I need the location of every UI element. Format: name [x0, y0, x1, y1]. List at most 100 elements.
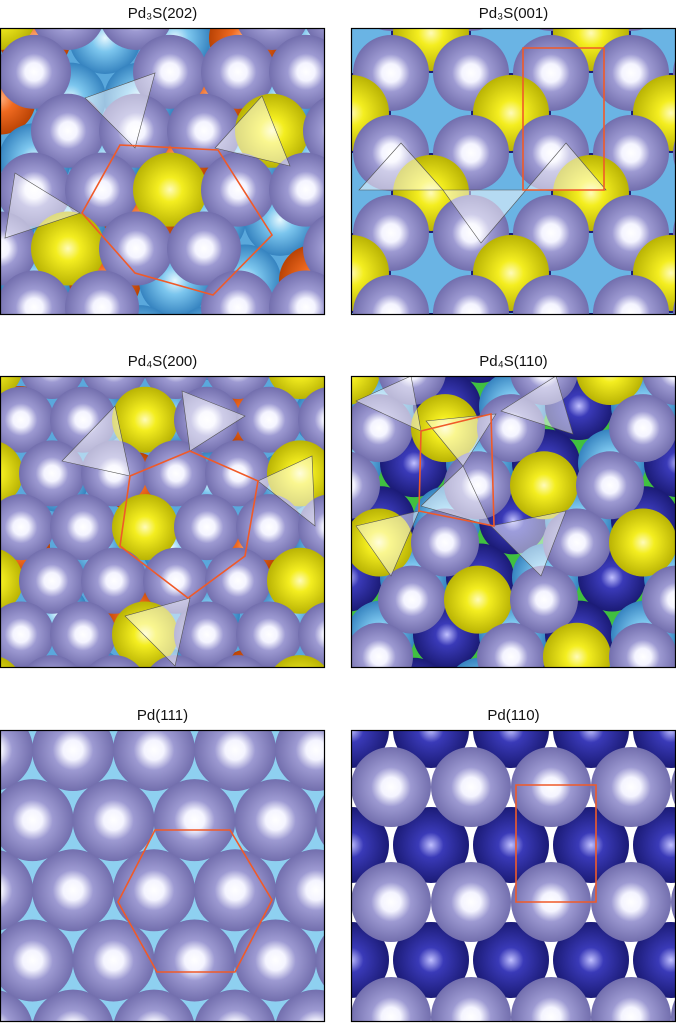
atom	[0, 919, 74, 1002]
atoms	[0, 28, 386, 377]
site-triangle	[4, 172, 81, 239]
atom	[234, 779, 317, 862]
atom	[113, 730, 195, 791]
atom	[511, 747, 591, 827]
atom	[642, 376, 676, 405]
atom	[32, 730, 114, 791]
atom	[234, 919, 317, 1002]
atom	[351, 376, 380, 405]
atom	[174, 494, 240, 561]
site-triangle	[61, 405, 131, 477]
atom	[270, 376, 302, 381]
atom	[353, 275, 429, 315]
atom	[378, 565, 446, 634]
atom	[0, 990, 33, 1022]
atoms	[351, 28, 676, 315]
atom	[671, 997, 676, 1022]
atom	[477, 622, 545, 668]
atom	[0, 34, 71, 109]
atom	[671, 767, 676, 807]
atoms	[0, 730, 325, 1022]
atom	[0, 305, 25, 315]
atom	[0, 850, 33, 931]
site-triangle	[84, 72, 156, 149]
unit-cell	[81, 144, 274, 296]
atom	[298, 387, 325, 453]
atom	[273, 655, 325, 668]
atom	[133, 34, 207, 109]
atom	[25, 655, 79, 668]
panel-border	[0, 729, 326, 1023]
atom	[267, 547, 325, 614]
atom	[591, 977, 671, 1022]
atom	[31, 93, 105, 168]
atom	[642, 565, 676, 634]
atom	[513, 275, 589, 315]
atom	[576, 376, 644, 405]
atom	[543, 622, 611, 668]
atom	[525, 376, 567, 383]
atom	[633, 807, 676, 883]
atom	[459, 376, 501, 383]
atom	[393, 922, 469, 998]
panel-border	[0, 27, 326, 316]
atom	[315, 793, 325, 847]
atom	[72, 919, 155, 1002]
atoms	[351, 376, 676, 668]
atom	[255, 305, 305, 315]
atom	[351, 622, 413, 668]
atom	[609, 394, 676, 463]
atom	[211, 655, 265, 668]
site-triangle	[355, 376, 422, 432]
panel-title: Pd(110)	[487, 707, 539, 724]
atom	[42, 376, 74, 381]
atom	[201, 152, 275, 227]
atom	[0, 549, 23, 613]
atom	[0, 494, 54, 561]
atom	[205, 547, 271, 614]
unit-cell	[418, 412, 495, 527]
atom	[315, 934, 325, 987]
atom	[591, 862, 671, 942]
atom	[201, 270, 275, 315]
atom	[194, 376, 226, 381]
atoms	[0, 320, 325, 668]
atom	[444, 565, 512, 634]
atom	[174, 601, 240, 668]
unit-cell	[522, 47, 605, 191]
atom	[314, 305, 386, 377]
atom	[510, 565, 578, 634]
atom	[275, 849, 325, 932]
atom	[32, 989, 114, 1022]
atom	[593, 275, 669, 315]
atom	[351, 376, 369, 383]
atom	[0, 270, 71, 315]
atom	[657, 376, 676, 383]
atom	[194, 849, 276, 932]
site-triangle	[181, 390, 246, 452]
atom	[609, 508, 676, 577]
atom	[0, 779, 74, 862]
atom	[113, 989, 195, 1022]
atom	[473, 922, 549, 998]
atom	[236, 386, 302, 453]
atom	[50, 494, 116, 561]
site-triangle	[442, 189, 527, 244]
atom	[194, 989, 276, 1022]
atom	[112, 494, 178, 561]
atom	[511, 977, 591, 1022]
site-triangle	[500, 376, 574, 435]
atoms	[351, 730, 676, 1022]
panel-title: Pd₄S(200)	[128, 353, 198, 370]
atom	[0, 320, 12, 380]
panel-title: Pd₃S(202)	[128, 5, 197, 22]
panel	[350, 375, 676, 669]
atom	[194, 730, 276, 791]
atom	[393, 807, 469, 883]
site-triangle	[257, 455, 316, 527]
atom	[81, 547, 147, 614]
atom	[393, 376, 435, 383]
atom	[473, 807, 549, 883]
atom	[269, 152, 325, 227]
atom	[118, 376, 150, 381]
